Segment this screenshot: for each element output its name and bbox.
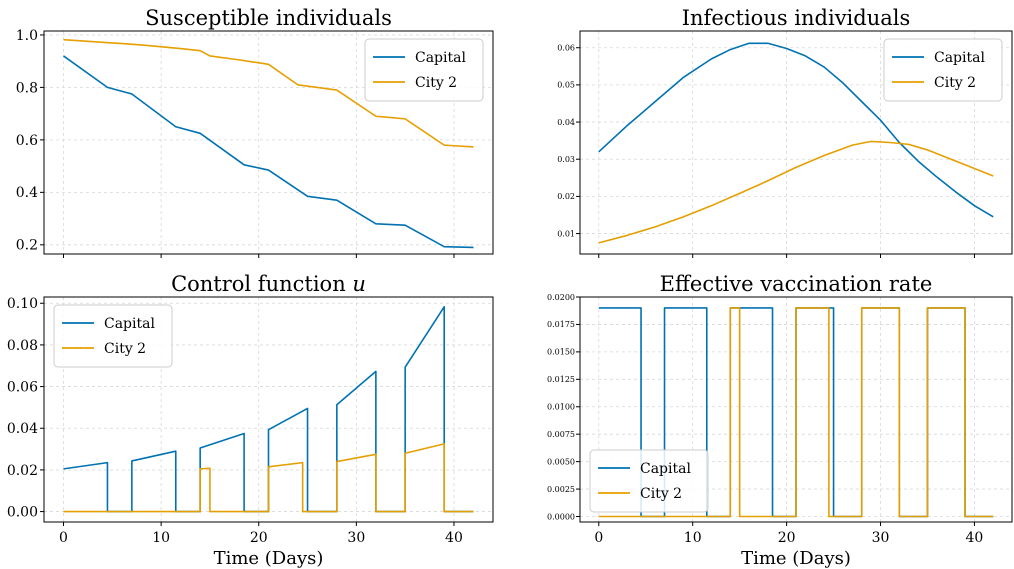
axes-frame — [579, 296, 1013, 523]
chart-panel-1: 0.2 0.4 0.6 0.8 1.0 Susceptible individuals Ca… — [16, 6, 494, 258]
y-tick-label: 0.06 — [557, 44, 575, 53]
x-tick-label: 30 — [872, 530, 890, 546]
chart-title: Infectious individuals — [682, 6, 911, 30]
y-tick-label: 0.0075 — [547, 430, 575, 439]
chart-panel-4: 0 10 20 30 40 0.0000 0.0025 0.0050 0.0075 0.0100 0… — [547, 272, 1013, 569]
legend-label: Capital — [415, 50, 466, 66]
series-line-city-2 — [63, 38, 474, 148]
series-line-capital — [598, 42, 994, 218]
x-axis-label: Time (Days) — [214, 548, 324, 569]
x-tick-label: 20 — [250, 530, 268, 546]
legend: Capital City 2 — [883, 38, 1003, 102]
legend-label: Capital — [640, 461, 691, 477]
x-tick-label: 20 — [778, 530, 796, 546]
legend-label: Capital — [934, 50, 985, 66]
y-tick-label: 0.0100 — [547, 403, 575, 412]
chart-title: Susceptible individuals — [145, 6, 392, 30]
axes-frame — [579, 30, 1013, 255]
y-tick-label: 0.6 — [16, 133, 38, 149]
y-tick-label: 0.06 — [7, 379, 38, 395]
y-tick-label: 0.00 — [7, 504, 38, 520]
axes-frame — [43, 30, 494, 255]
legend-label: City 2 — [934, 75, 976, 91]
series-line-capital — [63, 55, 474, 249]
legend: Capital City 2 — [53, 304, 173, 368]
x-tick-label: 10 — [684, 530, 702, 546]
chart-title: Control function u — [171, 272, 366, 296]
series-line-city-2 — [598, 140, 994, 244]
x-tick-label: 30 — [347, 530, 365, 546]
x-tick-label: 0 — [594, 530, 603, 546]
series-line-city-2 — [598, 307, 994, 518]
y-tick-label: 0.0150 — [547, 348, 575, 357]
y-tick-label: 0.04 — [557, 118, 575, 127]
legend-box — [364, 38, 484, 102]
y-tick-label: 0.2 — [16, 238, 38, 254]
y-tick-label: 0.08 — [7, 338, 38, 354]
y-tick-label: 0.0025 — [547, 485, 575, 494]
chart-panel-2: 0.01 0.02 0.03 0.04 0.05 0.06 Infectious indiv… — [557, 6, 1013, 258]
y-tick-label: 0.4 — [16, 185, 38, 201]
y-tick-label: 0.0200 — [547, 293, 575, 302]
x-tick-label: 40 — [966, 530, 984, 546]
y-tick-label: 0.0175 — [547, 320, 575, 329]
chart-panel-3: 0 10 20 30 40 0.00 0.02 0.04 0.06 0.08 0.10 Control… — [7, 272, 494, 569]
legend-label: City 2 — [640, 486, 682, 502]
y-tick-label: 0.02 — [7, 463, 38, 479]
legend-label: City 2 — [104, 341, 146, 357]
y-tick-label: 0.04 — [7, 421, 38, 437]
x-tick-label: 40 — [445, 530, 463, 546]
y-tick-label: 0.01 — [557, 229, 575, 238]
y-tick-label: 0.10 — [7, 296, 38, 312]
y-tick-label: 0.0050 — [547, 457, 575, 466]
y-tick-label: 0.0000 — [547, 512, 575, 521]
legend-box — [883, 38, 1003, 102]
y-tick-label: 0.03 — [557, 155, 575, 164]
x-tick-label: 0 — [59, 530, 68, 546]
x-axis-label: Time (Days) — [741, 548, 851, 569]
axes-frame — [43, 296, 494, 523]
y-tick-label: 0.05 — [557, 81, 575, 90]
legend-box — [53, 304, 173, 368]
y-tick-label: 1.0 — [16, 28, 38, 44]
y-tick-label: 0.02 — [557, 192, 575, 201]
legend: Capital City 2 — [364, 38, 484, 102]
series-line-city-2 — [63, 443, 474, 513]
chart-title: Effective vaccination rate — [660, 272, 933, 296]
legend-label: City 2 — [415, 75, 457, 91]
y-tick-label: 0.8 — [16, 80, 38, 96]
y-tick-label: 0.0125 — [547, 375, 575, 384]
legend-box — [589, 449, 709, 513]
legend: Capital City 2 — [589, 449, 709, 513]
x-tick-label: 10 — [152, 530, 170, 546]
legend-label: Capital — [104, 316, 155, 332]
